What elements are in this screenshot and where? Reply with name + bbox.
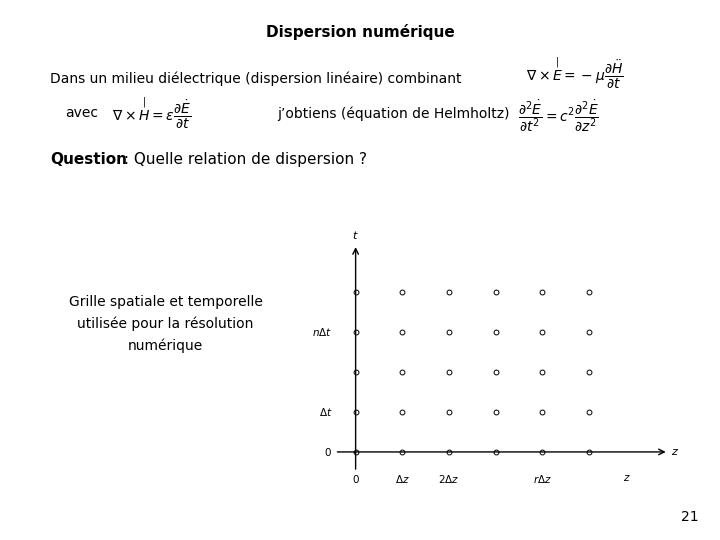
Text: $z$: $z$ [623, 472, 630, 483]
Text: $\Delta z$: $\Delta z$ [395, 472, 410, 485]
Text: $0$: $0$ [351, 472, 359, 485]
Text: 21: 21 [681, 510, 698, 524]
Text: avec: avec [65, 106, 98, 120]
Text: $r\Delta z$: $r\Delta z$ [533, 472, 552, 485]
Text: $n\Delta t$: $n\Delta t$ [312, 326, 332, 338]
Text: : Quelle relation de dispersion ?: : Quelle relation de dispersion ? [119, 152, 366, 167]
Text: $\nabla \times \overset{|}{E} = -\mu\dfrac{\partial \ddot{H}}{\partial t}$: $\nabla \times \overset{|}{E} = -\mu\dfr… [526, 55, 624, 91]
Text: $\dfrac{\partial^2 \dot{E}}{\partial t^2} = c^2\dfrac{\partial^2 \dot{E}}{\parti: $\dfrac{\partial^2 \dot{E}}{\partial t^2… [518, 98, 599, 134]
Text: Dispersion numérique: Dispersion numérique [266, 24, 454, 40]
Text: $z$: $z$ [671, 447, 679, 457]
Text: Grille spatiale et temporelle: Grille spatiale et temporelle [68, 295, 263, 309]
Text: utilisée pour la résolution: utilisée pour la résolution [78, 317, 253, 331]
Text: $2\Delta z$: $2\Delta z$ [438, 472, 459, 485]
Text: $\Delta t$: $\Delta t$ [319, 406, 332, 418]
Text: $0$: $0$ [325, 446, 332, 458]
Text: $t$: $t$ [352, 229, 359, 241]
Text: numérique: numérique [128, 339, 203, 353]
Text: Dans un milieu diélectrique (dispersion linéaire) combinant: Dans un milieu diélectrique (dispersion … [50, 71, 462, 85]
Text: $\nabla \times \overset{|}{H} = \varepsilon\dfrac{\partial \dot{E}}{\partial t}$: $\nabla \times \overset{|}{H} = \varepsi… [112, 96, 191, 131]
Text: j’obtiens (équation de Helmholtz): j’obtiens (équation de Helmholtz) [277, 106, 510, 120]
Text: Question: Question [50, 152, 127, 167]
